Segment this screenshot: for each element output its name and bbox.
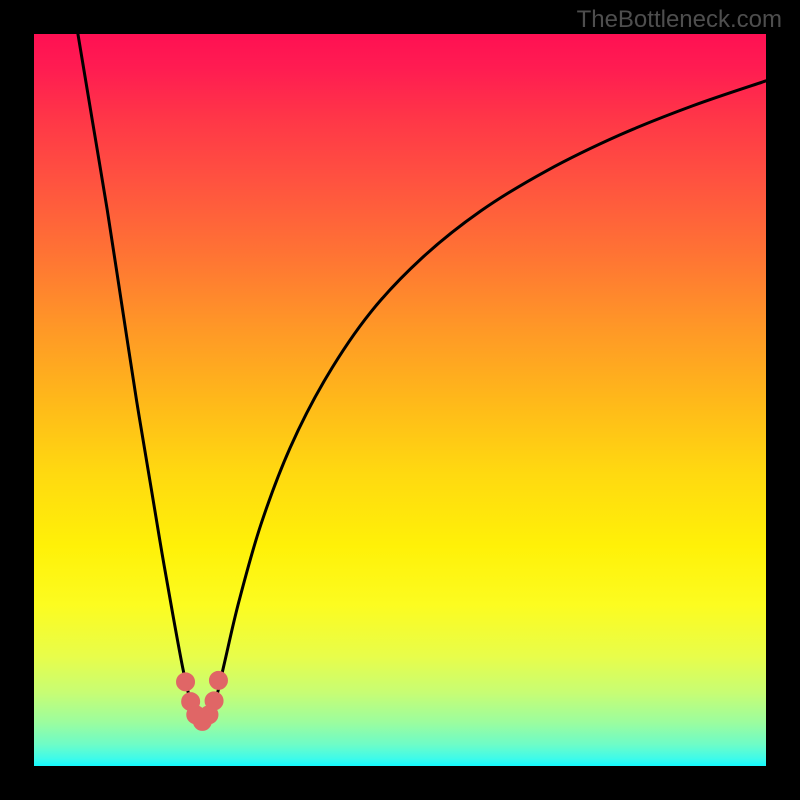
bottleneck-chart — [0, 0, 800, 800]
chart-container: TheBottleneck.com — [0, 0, 800, 800]
trough-marker-dot — [205, 692, 223, 710]
source-watermark: TheBottleneck.com — [577, 6, 782, 34]
plot-background — [34, 34, 766, 766]
trough-marker-dot — [177, 673, 195, 691]
trough-marker-dot — [209, 671, 227, 689]
